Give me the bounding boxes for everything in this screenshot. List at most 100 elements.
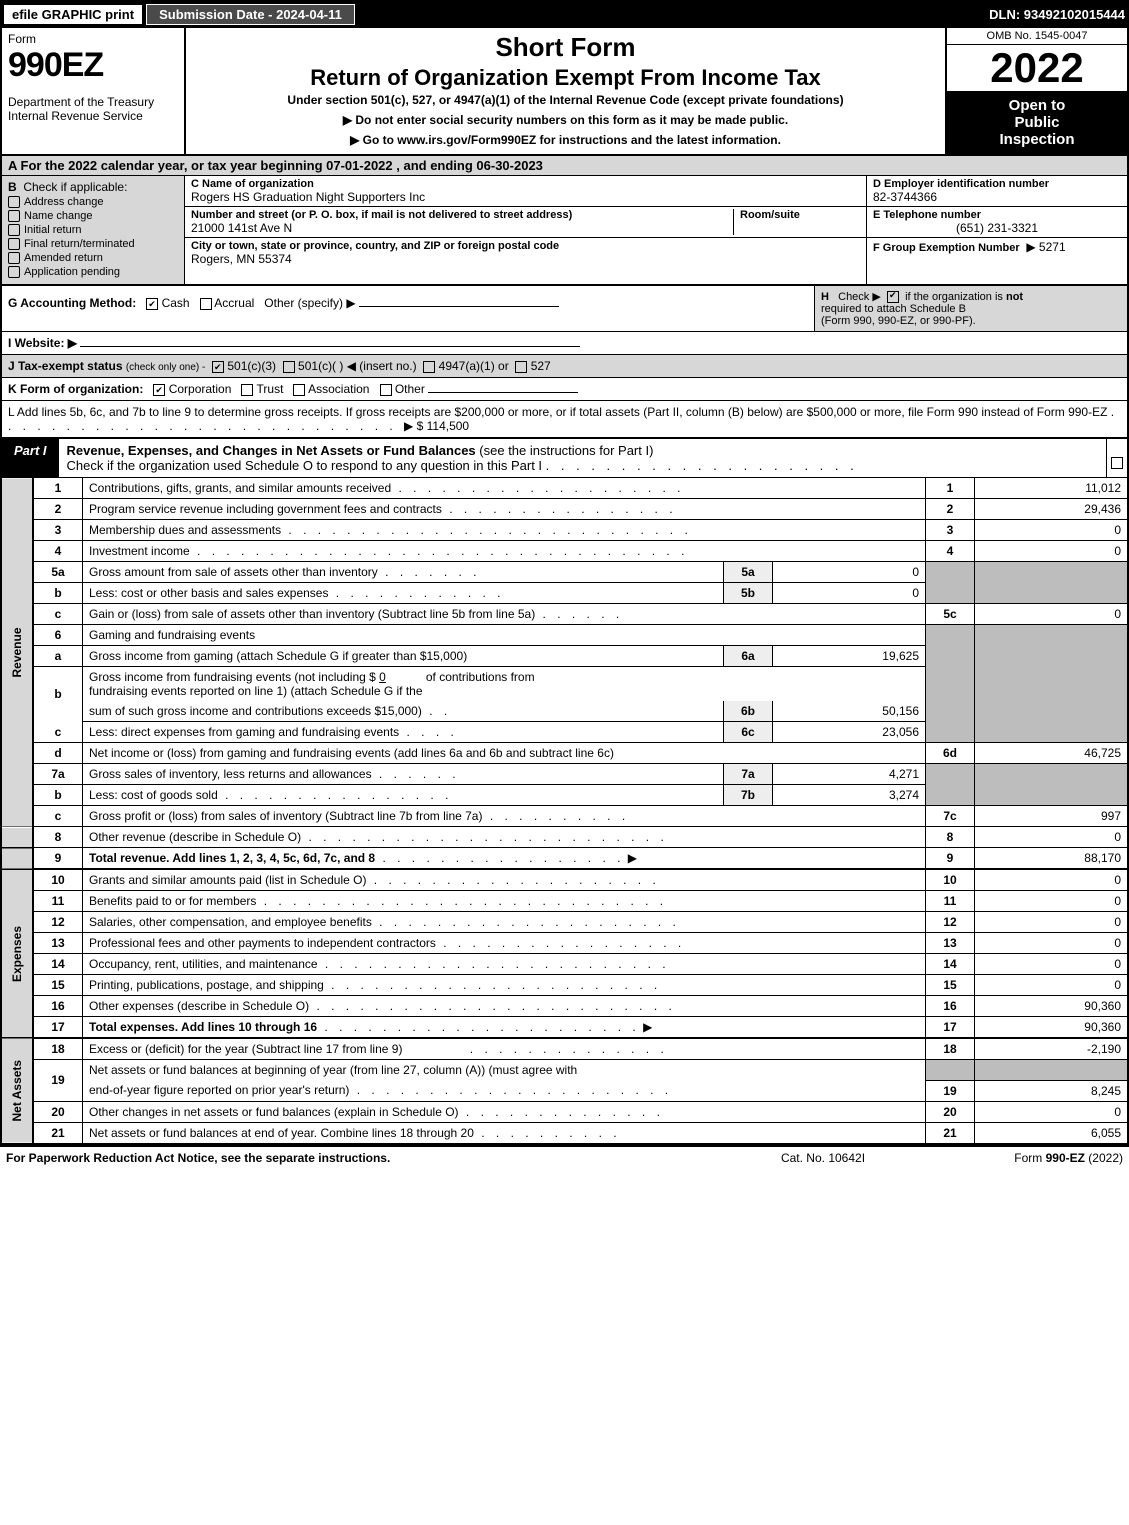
efile-label[interactable]: efile GRAPHIC print xyxy=(4,5,142,24)
row-10: Expenses 10 Grants and similar amounts p… xyxy=(1,869,1128,891)
no-ssn-line: ▶ Do not enter social security numbers o… xyxy=(194,113,937,127)
j-tax-exempt: J Tax-exempt status (check only one) - 5… xyxy=(0,355,1129,378)
under-section: Under section 501(c), 527, or 4947(a)(1)… xyxy=(194,93,937,107)
g-other-line xyxy=(359,306,559,307)
cb-trust[interactable] xyxy=(241,384,253,396)
part1-checkbox[interactable] xyxy=(1106,439,1127,477)
cb-501c[interactable] xyxy=(283,361,295,373)
section-a: A For the 2022 calendar year, or tax yea… xyxy=(0,156,1129,176)
row-13: 13 Professional fees and other payments … xyxy=(1,933,1128,954)
side-expenses: Expenses xyxy=(1,869,33,1038)
row-21: 21 Net assets or fund balances at end of… xyxy=(1,1122,1128,1144)
h-block: H Check ▶ if the organization is not req… xyxy=(814,286,1127,331)
org-name-label: C Name of organization xyxy=(191,178,860,190)
open-line2: Public xyxy=(951,114,1123,131)
part1-header: Part I Revenue, Expenses, and Changes in… xyxy=(0,439,1129,478)
form-header: Form 990EZ Department of the Treasury In… xyxy=(0,28,1129,156)
cb-initial-return[interactable]: Initial return xyxy=(8,224,178,236)
footer-right: Form 990-EZ (2022) xyxy=(923,1151,1123,1165)
row-7a: 7a Gross sales of inventory, less return… xyxy=(1,764,1128,785)
street-value: 21000 141st Ave N xyxy=(191,221,733,235)
cb-501c3[interactable] xyxy=(212,361,224,373)
header-center: Short Form Return of Organization Exempt… xyxy=(186,28,945,154)
street-label: Number and street (or P. O. box, if mail… xyxy=(191,209,733,221)
city-label: City or town, state or province, country… xyxy=(191,240,860,252)
omb-number: OMB No. 1545-0047 xyxy=(947,28,1127,45)
i-label: I Website: ▶ xyxy=(8,336,77,350)
group-exemption-value: ▶ 5271 xyxy=(1026,240,1065,254)
row-19-1: 19 Net assets or fund balances at beginn… xyxy=(1,1060,1128,1081)
dln-label: DLN: 93492102015444 xyxy=(989,7,1125,22)
cb-cash[interactable] xyxy=(146,298,158,310)
row-6d: d Net income or (loss) from gaming and f… xyxy=(1,743,1128,764)
cb-h-check[interactable] xyxy=(887,291,899,303)
cb-association[interactable] xyxy=(293,384,305,396)
tax-year: 2022 xyxy=(947,45,1127,91)
irs-label: Internal Revenue Service xyxy=(8,109,178,123)
l-text: L Add lines 5b, 6c, and 7b to line 9 to … xyxy=(8,405,1107,419)
row-9: 9 Total revenue. Add lines 1, 2, 3, 4, 5… xyxy=(1,848,1128,870)
website-line xyxy=(80,346,580,347)
row-7c: c Gross profit or (loss) from sales of i… xyxy=(1,806,1128,827)
i-website: I Website: ▶ xyxy=(0,332,1129,355)
group-exemption-label: F Group Exemption Number xyxy=(873,242,1020,254)
row-18: Net Assets 18 Excess or (deficit) for th… xyxy=(1,1038,1128,1060)
part1-tab: Part I xyxy=(2,439,59,477)
row-14: 14 Occupancy, rent, utilities, and maint… xyxy=(1,954,1128,975)
l-gross-receipts: L Add lines 5b, 6c, and 7b to line 9 to … xyxy=(0,401,1129,439)
header-right: OMB No. 1545-0047 2022 Open to Public In… xyxy=(945,28,1127,154)
check-if-label: Check if applicable: xyxy=(23,180,127,194)
part1-title: Revenue, Expenses, and Changes in Net As… xyxy=(59,439,1106,477)
cb-final-return[interactable]: Final return/terminated xyxy=(8,238,178,250)
row-4: 4 Investment income . . . . . . . . . . … xyxy=(1,541,1128,562)
cb-4947[interactable] xyxy=(423,361,435,373)
ein-label: D Employer identification number xyxy=(873,178,1121,190)
row-20: 20 Other changes in net assets or fund b… xyxy=(1,1101,1128,1122)
column-def: D Employer identification number 82-3744… xyxy=(866,176,1127,284)
cb-application-pending[interactable]: Application pending xyxy=(8,266,178,278)
submission-date: Submission Date - 2024-04-11 xyxy=(146,4,355,25)
g-other: Other (specify) ▶ xyxy=(264,296,355,310)
row-17: 17 Total expenses. Add lines 10 through … xyxy=(1,1017,1128,1039)
revenue-table: Revenue 1 Contributions, gifts, grants, … xyxy=(0,478,1129,1145)
row-8: 8 Other revenue (describe in Schedule O)… xyxy=(1,827,1128,848)
row-12: 12 Salaries, other compensation, and emp… xyxy=(1,912,1128,933)
row-6: 6 Gaming and fundraising events xyxy=(1,625,1128,646)
header-left: Form 990EZ Department of the Treasury In… xyxy=(2,28,186,154)
form-number: 990EZ xyxy=(8,46,178,85)
cb-accrual[interactable] xyxy=(200,298,212,310)
cb-amended-return[interactable]: Amended return xyxy=(8,252,178,264)
ein-value: 82-3744366 xyxy=(873,190,1121,204)
footer-cat-no: Cat. No. 10642I xyxy=(723,1151,923,1165)
cb-name-change[interactable]: Name change xyxy=(8,210,178,222)
side-revenue: Revenue xyxy=(1,478,33,827)
goto-text[interactable]: ▶ Go to www.irs.gov/Form990EZ for instru… xyxy=(350,133,781,147)
city-value: Rogers, MN 55374 xyxy=(191,252,860,266)
g-h-block: G Accounting Method: Cash Accrual Other … xyxy=(0,286,1129,332)
top-bar: efile GRAPHIC print Submission Date - 20… xyxy=(0,0,1129,28)
cb-corporation[interactable] xyxy=(153,384,165,396)
footer: For Paperwork Reduction Act Notice, see … xyxy=(0,1145,1129,1169)
cb-address-change[interactable]: Address change xyxy=(8,196,178,208)
k-label: K Form of organization: xyxy=(8,382,143,396)
column-c: C Name of organization Rogers HS Graduat… xyxy=(185,176,866,284)
row-5c: c Gain or (loss) from sale of assets oth… xyxy=(1,604,1128,625)
part1-check-line: Check if the organization used Schedule … xyxy=(67,458,543,473)
open-line3: Inspection xyxy=(951,131,1123,148)
g-label: G Accounting Method: xyxy=(8,296,136,310)
column-b: B Check if applicable: Address change Na… xyxy=(2,176,185,284)
k-form-org: K Form of organization: Corporation Trus… xyxy=(0,378,1129,401)
cb-527[interactable] xyxy=(515,361,527,373)
phone-value: (651) 231-3321 xyxy=(873,221,1121,235)
side-net-assets: Net Assets xyxy=(1,1038,33,1144)
dept-treasury: Department of the Treasury xyxy=(8,95,178,109)
row-11: 11 Benefits paid to or for members . . .… xyxy=(1,891,1128,912)
a-line-text: A For the 2022 calendar year, or tax yea… xyxy=(8,158,543,173)
phone-label: E Telephone number xyxy=(873,209,1121,221)
j-label: J Tax-exempt status xyxy=(8,359,123,373)
goto-line: ▶ Go to www.irs.gov/Form990EZ for instru… xyxy=(194,133,937,147)
b-label: B xyxy=(8,180,17,194)
cb-other-org[interactable] xyxy=(380,384,392,396)
short-form-title: Short Form xyxy=(194,32,937,63)
form-word: Form xyxy=(8,32,178,46)
